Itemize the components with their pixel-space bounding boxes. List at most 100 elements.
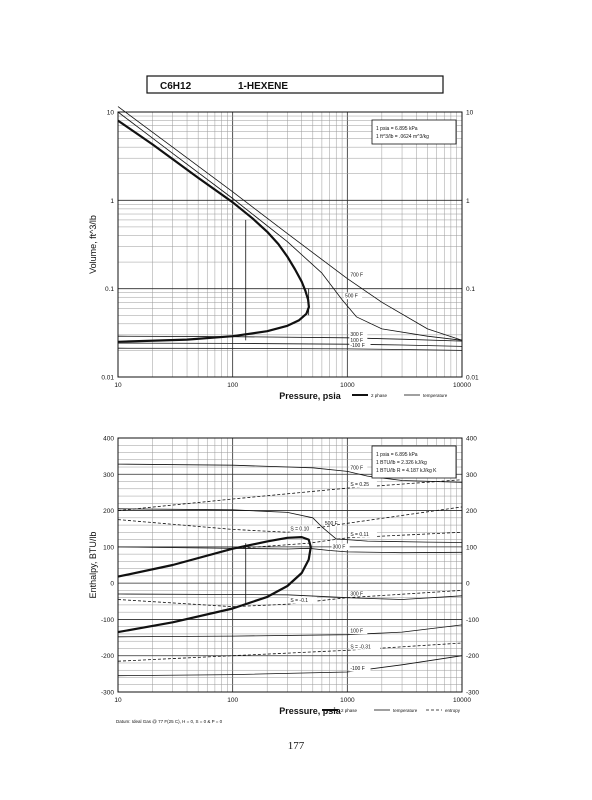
series-line bbox=[117, 593, 463, 600]
series-label-bg bbox=[349, 271, 368, 279]
series-label-bg bbox=[331, 543, 350, 550]
legend-label: 2 phase bbox=[371, 393, 388, 398]
series-label-bg bbox=[349, 337, 368, 344]
plot-frame bbox=[117, 111, 463, 378]
x-tick-label: 10000 bbox=[453, 697, 471, 704]
conversion-text: 1 BTU/lb R = 4.187 kJ/kg K bbox=[376, 468, 437, 474]
y-tick-label: 200 bbox=[103, 508, 114, 515]
series-line bbox=[117, 506, 463, 533]
legend-label: temperature bbox=[423, 393, 448, 398]
y-tick-label: 400 bbox=[103, 436, 114, 443]
header-formula: C6H12 bbox=[160, 81, 192, 92]
series-label-bg bbox=[349, 627, 368, 635]
series-line bbox=[117, 335, 463, 342]
series-label: 500 F bbox=[325, 521, 338, 527]
y-tick-label-right: 10 bbox=[466, 110, 474, 117]
y-tick-label-right: 0.01 bbox=[466, 375, 479, 382]
y-tick-label: -300 bbox=[101, 690, 114, 697]
series-label: S = -0.31 bbox=[350, 644, 371, 650]
legend-label: temperature bbox=[393, 708, 418, 713]
y-tick-label-right: 0 bbox=[466, 581, 470, 588]
series-label: S = -0.1 bbox=[290, 598, 308, 604]
y-tick-label: 0.1 bbox=[105, 286, 114, 293]
series-line bbox=[117, 111, 463, 341]
series-label: 100 F bbox=[350, 629, 363, 635]
series-line bbox=[117, 342, 463, 347]
y-tick-label-right: -100 bbox=[466, 617, 479, 624]
conversion-text: 1 psia = 6.895 kPa bbox=[376, 452, 418, 458]
series-label-bg bbox=[344, 292, 363, 300]
series-line bbox=[117, 655, 463, 677]
conversion-text: 1 BTU/lb = 2.326 kJ/kg bbox=[376, 460, 427, 466]
x-tick-label: 10 bbox=[114, 382, 122, 389]
x-tick-label: 10000 bbox=[453, 382, 471, 389]
y-tick-label-right: 300 bbox=[466, 472, 477, 479]
y-tick-label-right: 200 bbox=[466, 508, 477, 515]
y-tick-label-right: 400 bbox=[466, 436, 477, 443]
plot-frame bbox=[117, 437, 463, 693]
series-label-bg bbox=[349, 330, 368, 338]
y-tick-label: 0.01 bbox=[101, 375, 114, 382]
series-line bbox=[117, 535, 312, 634]
series-line bbox=[117, 546, 463, 554]
series-label: 700 F bbox=[350, 273, 363, 279]
header-box bbox=[146, 75, 444, 94]
series-line bbox=[117, 106, 463, 341]
header-name: 1-HEXENE bbox=[238, 81, 288, 92]
y-tick-label: 1 bbox=[110, 198, 114, 205]
legend-label: entropy bbox=[445, 708, 461, 713]
y-tick-label-right: -300 bbox=[466, 690, 479, 697]
series-label: 100 F bbox=[350, 338, 363, 344]
x-tick-label: 100 bbox=[227, 697, 238, 704]
y-tick-label: -200 bbox=[101, 653, 114, 660]
series-line bbox=[117, 508, 463, 543]
series-label-bg bbox=[349, 341, 371, 349]
y-tick-label: -100 bbox=[101, 617, 114, 624]
y-tick-label: 300 bbox=[103, 472, 114, 479]
series-line bbox=[232, 531, 463, 550]
series-line bbox=[117, 624, 463, 638]
series-label-bg bbox=[349, 643, 381, 650]
series-label: S = 0.11 bbox=[350, 532, 369, 538]
x-axis-title: Pressure, psia bbox=[279, 706, 342, 716]
y-tick-label-right: 0.1 bbox=[466, 286, 475, 293]
y-axis-title: Volume, ft^3/lb bbox=[88, 215, 98, 274]
y-tick-label: 100 bbox=[103, 544, 114, 551]
series-line bbox=[117, 642, 463, 662]
chart-2: 10 100 1000 10000-300 -300-200 -200-100 -1000 0… bbox=[88, 436, 479, 717]
y-tick-label: 0 bbox=[110, 581, 114, 588]
series-label: 500 F bbox=[345, 294, 358, 300]
x-tick-label: 100 bbox=[227, 382, 238, 389]
conversion-box bbox=[371, 119, 457, 145]
x-tick-label: 10 bbox=[114, 697, 122, 704]
series-label: 300 F bbox=[333, 544, 346, 550]
series-label-bg bbox=[349, 530, 377, 538]
y-tick-label-right: 1 bbox=[466, 198, 470, 205]
series-line bbox=[117, 463, 463, 483]
series-label-bg bbox=[323, 519, 342, 527]
page-number: 177 bbox=[287, 740, 305, 752]
series-label: 300 F bbox=[350, 592, 363, 598]
y-tick-label: 10 bbox=[107, 110, 115, 117]
series-label-bg bbox=[349, 481, 377, 488]
series-line bbox=[117, 479, 463, 511]
series-label-bg bbox=[349, 590, 368, 598]
legend-label: 2 phase bbox=[341, 708, 358, 713]
series-label: -100 F bbox=[350, 343, 364, 349]
datum-note: Datum: Ideal Gas @ 77 F(25 C), H = 0, S … bbox=[116, 719, 223, 724]
series-label-bg bbox=[289, 525, 317, 532]
series-label: -100 F bbox=[350, 666, 364, 672]
series-label: 300 F bbox=[350, 332, 363, 338]
x-tick-label: 1000 bbox=[340, 697, 355, 704]
series-label: 700 F bbox=[350, 465, 363, 471]
series-line bbox=[117, 590, 463, 608]
series-label-bg bbox=[349, 665, 371, 672]
series-label-bg bbox=[349, 464, 368, 471]
x-tick-label: 1000 bbox=[340, 382, 355, 389]
y-tick-label-right: -200 bbox=[466, 653, 479, 660]
y-axis-title: Enthalpy, BTU/lb bbox=[88, 532, 98, 599]
series-label: S = 0.25 bbox=[350, 482, 369, 488]
